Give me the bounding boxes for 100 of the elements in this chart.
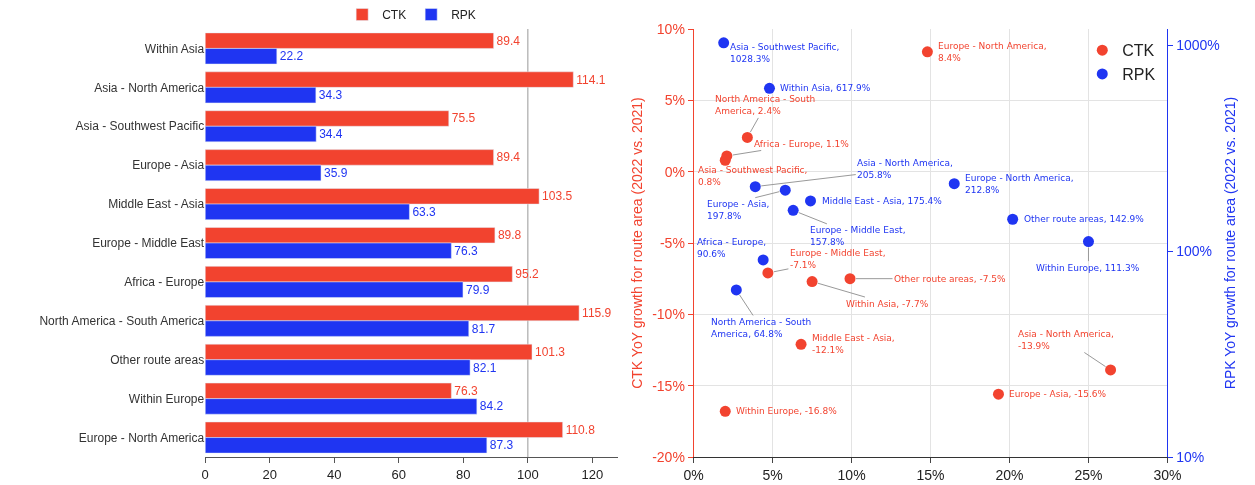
data-label: Middle East - Asia, -12.1% — [812, 333, 895, 355]
point — [762, 267, 774, 279]
y-tick-label: North America - South America — [39, 314, 205, 329]
x-tick-label: 20% — [995, 466, 1024, 483]
data-label: 89.4 — [496, 150, 521, 165]
data-label: 35.9 — [324, 165, 348, 180]
y2-axis-title: RPK YoY growth for route area (2022 vs. 2021) — [1222, 96, 1239, 390]
y-tick-label: Other route areas — [110, 352, 205, 367]
data-label: Within Europe, 111.3% — [1036, 263, 1140, 273]
point — [992, 388, 1004, 400]
point — [757, 254, 769, 266]
point — [719, 405, 731, 417]
y-tick-label: 0% — [664, 163, 685, 180]
data-label: Europe - North America, 212.8% — [965, 173, 1074, 195]
data-label: Other route areas, -7.5% — [894, 274, 1007, 284]
data-label: Europe - Asia, 197.8% — [707, 199, 770, 221]
data-label: 82.1 — [473, 360, 497, 375]
y2-tick-label: 10% — [1176, 448, 1205, 465]
y-tick-label: Europe - Middle East — [92, 236, 205, 251]
data-label: 103.5 — [542, 189, 573, 204]
data-label: 76.3 — [454, 383, 479, 398]
data-label: 84.2 — [479, 399, 504, 414]
y-tick-label: Within Europe — [128, 391, 205, 406]
data-label: 75.5 — [451, 111, 476, 126]
y-tick-label: -5% — [659, 234, 685, 251]
x-tick-label: 30% — [1153, 466, 1182, 483]
point — [1082, 236, 1094, 248]
x-tick-label: 20 — [262, 466, 277, 482]
y-axis-title: CTK YoY growth for route area (2022 vs. 2021) — [628, 97, 645, 389]
legend-label: CTK — [382, 8, 407, 23]
data-label: 34.4 — [319, 127, 343, 142]
data-label: Other route areas, 142.9% — [1024, 214, 1145, 224]
data-label: 115.9 — [582, 306, 612, 321]
x-tick-label: 100 — [516, 466, 539, 482]
data-label: Asia - North America, -13.9% — [1018, 329, 1114, 351]
data-label: Within Asia, 617.9% — [780, 83, 871, 93]
x-tick-label: 120 — [581, 466, 604, 482]
data-label: Europe - Asia, -15.6% — [1009, 389, 1107, 399]
data-label: 22.2 — [279, 49, 304, 64]
data-label: Asia - Southwest Pacific, 1028.3% — [730, 42, 840, 64]
point — [1105, 364, 1117, 376]
x-tick-label: 0 — [201, 466, 209, 482]
point — [718, 37, 730, 49]
point — [749, 181, 761, 193]
data-label: Asia - Southwest Pacific, 0.8% — [698, 165, 808, 187]
data-label: Africa - Europe, 1.1% — [754, 139, 850, 149]
data-label: Within Asia, -7.7% — [846, 299, 929, 309]
data-label: 89.8 — [497, 228, 522, 243]
x-tick-label: 0% — [683, 466, 704, 483]
y-tick-label: Within Asia — [144, 41, 205, 56]
x-tick-label: 80 — [456, 466, 471, 482]
point — [844, 273, 856, 285]
data-label: Europe - North America, 8.4% — [938, 41, 1047, 63]
point — [1007, 213, 1019, 225]
y2-tick-label: 1000% — [1176, 37, 1220, 54]
data-label: 89.4 — [496, 33, 521, 48]
point — [948, 178, 960, 190]
data-label: Africa - Europe, 90.6% — [697, 237, 767, 259]
point — [921, 46, 933, 58]
data-label: 79.9 — [465, 282, 490, 297]
data-label: 87.3 — [489, 438, 514, 453]
x-tick-label: 40 — [327, 466, 342, 482]
y-tick-label: -15% — [652, 377, 685, 394]
data-label: 114.1 — [576, 72, 606, 87]
x-tick-label: 5% — [762, 466, 783, 483]
point — [779, 184, 791, 196]
point — [795, 338, 807, 350]
x-tick-label: 10% — [837, 466, 866, 483]
point — [806, 276, 818, 288]
legend-label: RPK — [451, 8, 476, 23]
point — [741, 131, 753, 143]
data-label: Within Europe, -16.8% — [736, 406, 838, 416]
data-label: Europe - Middle East, -7.1% — [790, 248, 886, 270]
data-label: North America - South America, 2.4% — [715, 94, 816, 116]
data-label: Middle East - Asia, 175.4% — [822, 196, 943, 206]
y-tick-label: Europe - Asia — [132, 158, 205, 173]
point — [805, 195, 817, 207]
data-label: 76.3 — [454, 243, 479, 258]
data-label: 81.7 — [471, 321, 496, 336]
point — [730, 284, 742, 296]
y-tick-label: 10% — [656, 20, 685, 37]
x-tick-label: 60 — [391, 466, 406, 482]
y-tick-label: Africa - Europe — [124, 275, 205, 290]
data-label: 34.3 — [318, 88, 343, 103]
y-tick-label: -20% — [652, 448, 685, 465]
data-label: Asia - North America, 205.8% — [857, 158, 953, 180]
y-tick-label: 5% — [664, 92, 685, 109]
legend-label: CTK — [1122, 42, 1155, 60]
x-tick-label: 15% — [916, 466, 945, 483]
y-tick-label: Asia - Southwest Pacific — [75, 119, 205, 134]
data-label: North America - South America, 64.8% — [711, 317, 812, 339]
data-label: 101.3 — [535, 344, 566, 359]
data-label: 95.2 — [515, 267, 540, 282]
y2-tick-label: 100% — [1176, 243, 1213, 260]
x-tick-label: 25% — [1074, 466, 1103, 483]
y-tick-label: Middle East - Asia — [108, 197, 205, 212]
point — [787, 204, 799, 216]
y-tick-label: Europe - North America — [78, 430, 205, 445]
data-label: 63.3 — [412, 204, 437, 219]
legend-label: RPK — [1122, 66, 1156, 84]
